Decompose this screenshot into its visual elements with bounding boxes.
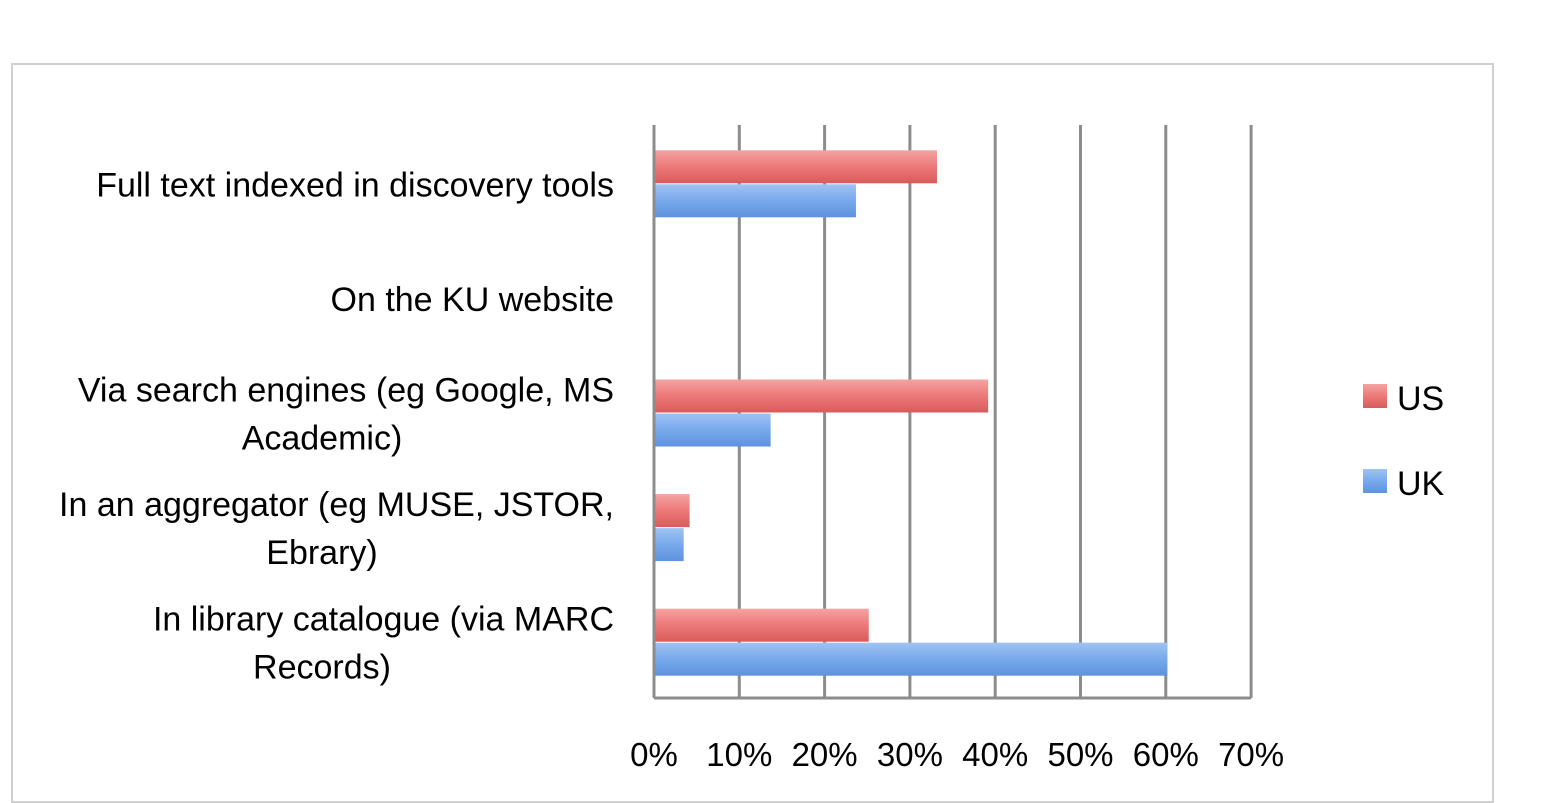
legend-swatch-uk bbox=[1363, 469, 1387, 493]
category-label: On the KU website bbox=[331, 281, 614, 319]
bar-uk bbox=[655, 184, 856, 218]
category-label: In an aggregator (eg MUSE, JSTOR, Ebrary) bbox=[59, 486, 614, 572]
bar-us bbox=[655, 379, 989, 413]
x-tick-label: 0% bbox=[630, 736, 678, 773]
bar-uk bbox=[655, 642, 1168, 676]
category-label: Via search engines (eg Google, MS Academi… bbox=[78, 372, 614, 458]
x-tick-label: 20% bbox=[792, 736, 858, 773]
legend-label-uk: UK bbox=[1397, 465, 1445, 503]
category-labels: Full text indexed in discovery tools On t… bbox=[59, 166, 614, 686]
x-tick-label: 30% bbox=[877, 736, 943, 773]
bar-uk bbox=[655, 528, 684, 562]
bar-us bbox=[655, 608, 869, 642]
bar-uk bbox=[655, 413, 771, 447]
x-tick-label: 70% bbox=[1218, 736, 1284, 773]
bar-us bbox=[655, 150, 937, 184]
x-tick-label: 10% bbox=[706, 736, 772, 773]
category-label: In library catalogue (via MARC Records) bbox=[153, 601, 614, 687]
legend-swatch-us bbox=[1363, 384, 1387, 408]
x-tick-label: 60% bbox=[1133, 736, 1199, 773]
legend-label-us: US bbox=[1397, 380, 1444, 418]
bar-us bbox=[655, 494, 690, 528]
x-tick-labels: 0% 10% 20% 30% 40% 50% 60% 70% bbox=[630, 736, 1284, 773]
x-tick-label: 40% bbox=[962, 736, 1028, 773]
legend: US UK bbox=[1363, 380, 1445, 503]
bars bbox=[655, 150, 1168, 676]
gridlines bbox=[652, 125, 1253, 700]
x-tick-label: 50% bbox=[1047, 736, 1113, 773]
category-label: Full text indexed in discovery tools bbox=[96, 166, 614, 204]
